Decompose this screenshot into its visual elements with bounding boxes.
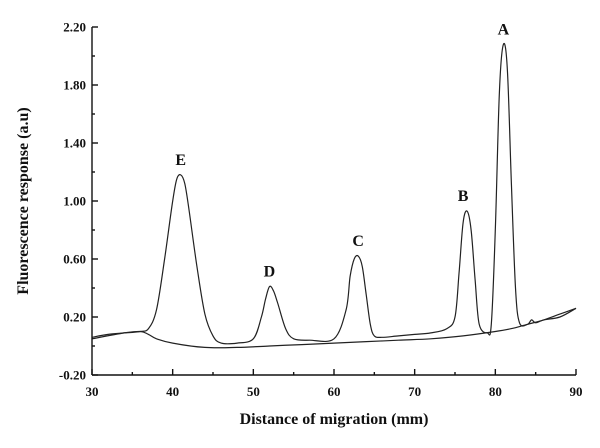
peak-label-e: E [175, 152, 186, 169]
ticks-group: 30 40 50 60 70 80 90 -0.20 0.20 0.60 1.00 1.40 1.80 2… [59, 20, 583, 400]
x-tick-label: 30 [86, 384, 99, 399]
trace-group [91, 42, 577, 349]
y-tick-label: 1.00 [63, 194, 86, 209]
peak-label-d: D [264, 264, 276, 281]
series-line-2 [91, 307, 577, 349]
x-tick-label: 40 [166, 384, 179, 399]
y-tick-label: 1.80 [63, 78, 86, 93]
y-tick-label: 0.60 [63, 252, 86, 267]
y-tick-label: 0.20 [63, 310, 86, 325]
x-tick-label: 80 [489, 384, 502, 399]
series-line-1 [91, 42, 577, 345]
peak-label-c: C [352, 233, 364, 250]
x-tick-label: 50 [247, 384, 260, 399]
annotations-group: A B C D E [175, 21, 509, 280]
peak-label-a: A [498, 21, 510, 38]
y-tick-label: 2.20 [63, 20, 86, 35]
x-axis-title: Distance of migration (mm) [240, 411, 429, 428]
x-tick-label: 90 [570, 384, 583, 399]
y-tick-label: -0.20 [59, 368, 86, 383]
y-axis-title: Fluorescence response (a.u) [15, 107, 32, 294]
axes-group [91, 27, 576, 376]
y-tick-label: 1.40 [63, 136, 86, 151]
x-tick-label: 60 [328, 384, 341, 399]
peak-label-b: B [458, 188, 469, 205]
x-tick-label: 70 [408, 384, 421, 399]
